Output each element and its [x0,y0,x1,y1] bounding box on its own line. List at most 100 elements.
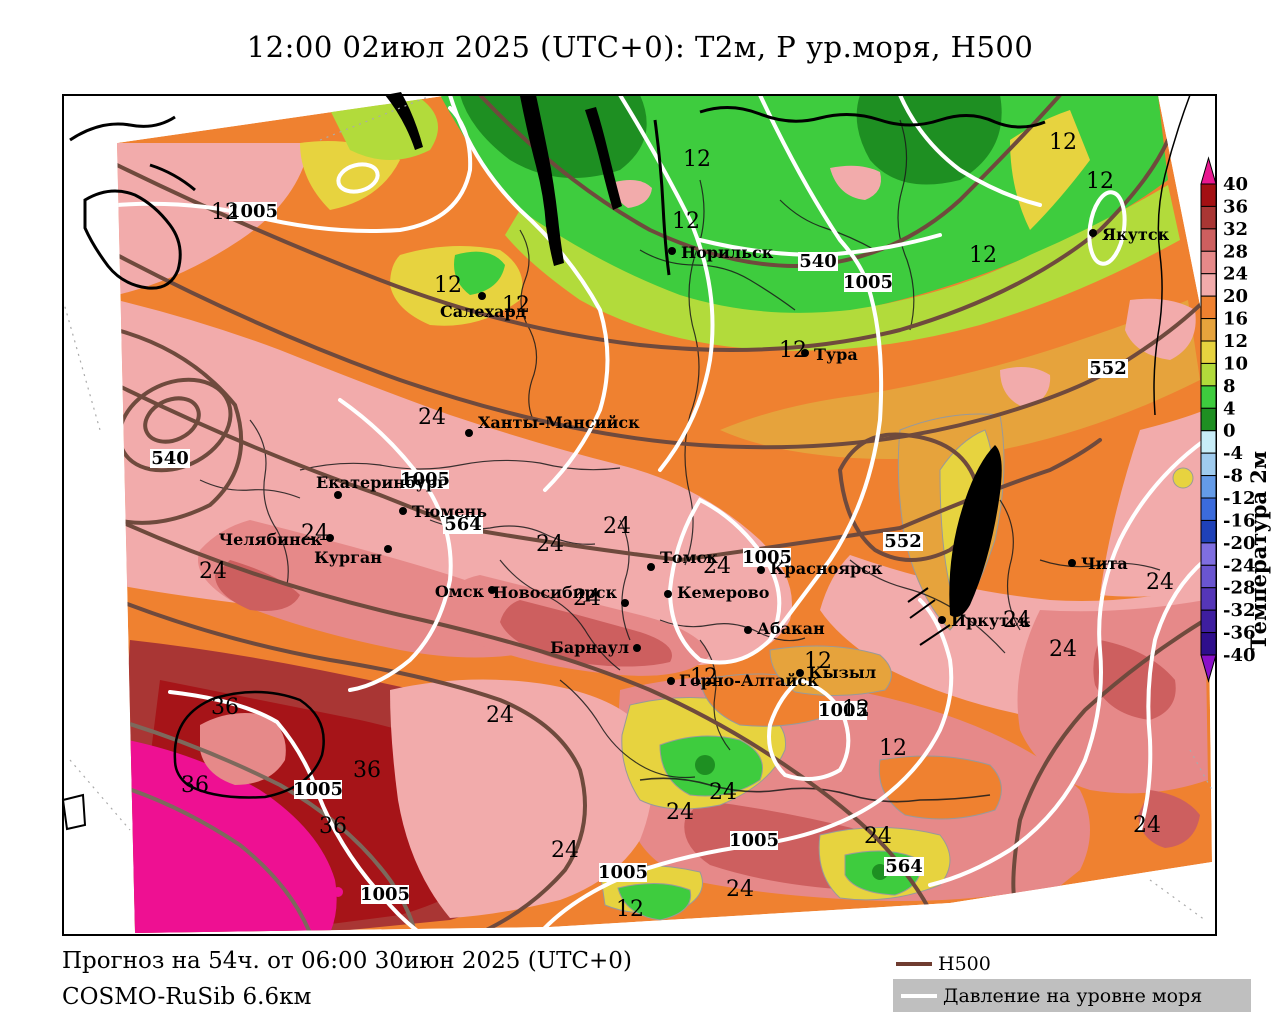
colorbar-tick-label: -28 [1223,578,1256,599]
pressure-line-sample [901,993,937,998]
temperature-label: 24 [666,800,694,825]
temperature-label: 24 [486,703,514,728]
temperature-label: 24 [709,780,737,805]
temperature-label: 12 [879,736,907,761]
city-label: Курган [314,548,382,567]
colorbar-block [1200,497,1217,521]
h500-label: 552 [884,531,922,552]
contour-labels: 1005 1005 1005 1005 1005 1005 1005 1005 1005 540 5… [150,130,1174,922]
temperature-label: 24 [603,514,631,539]
city-label: Омск [435,582,485,601]
colorbar-tick-label: 4 [1223,398,1236,419]
legend-h500-label: H500 [938,953,991,975]
temperature-label: 24 [1146,570,1174,595]
city-label: Челябинск [219,530,323,549]
temperature-label: 36 [353,758,381,783]
h500-label: 564 [885,856,923,877]
colorbar-block [1200,250,1217,275]
city-label: Горно-Алтайск [679,671,819,690]
h500-label-box [798,252,838,271]
coastlines [61,92,1213,921]
city-dot [399,507,407,515]
city-dot [326,534,334,542]
colorbar-block [1200,430,1217,454]
temperature-label: 12 [502,293,530,318]
city-label: Салехард [440,302,527,321]
pressure-label: 1005 [400,469,450,490]
legend-pressure: Давление на уровне моря [893,979,1251,1012]
colorbar-block [1200,318,1217,342]
colorbar-tick-label: -24 [1223,555,1256,576]
h500-contours [117,95,1207,933]
temperature-label: 12 [434,273,462,298]
colorbar-tick-label: 0 [1223,421,1236,442]
city-dot [757,566,765,574]
temperature-label: 12 [1049,130,1077,155]
colorbar-block [1200,632,1217,656]
temperature-label: 24 [1003,608,1031,633]
city-label: Кызыл [808,663,876,682]
temperature-label: 24 [199,559,227,584]
temperature-label: 24 [418,405,446,430]
h500-label: 564 [444,514,482,535]
colorbar-tick-label: -8 [1223,466,1243,487]
city-dot [938,616,946,624]
colorbar-block [1200,609,1217,634]
temperature-label: 12 [211,200,239,225]
colorbar-block [1200,340,1217,364]
city-label: Чита [1081,554,1128,573]
temperature-label: 24 [726,877,754,902]
temperature-label: 24 [1049,637,1077,662]
temperature-label: 12 [690,665,718,690]
colorbar-block [1200,273,1217,297]
colorbar-tick-label: -12 [1223,488,1256,509]
colorbar-tick-label: -20 [1223,533,1256,554]
colorbar-block [1200,205,1217,230]
colorbar-block [1200,295,1217,320]
legend-pressure-label: Давление на уровне моря [943,984,1203,1007]
colorbar-tick-label: -4 [1223,443,1243,464]
city-label: Якутск [1102,225,1170,244]
temperature-label: 24 [536,532,564,557]
city-dot [744,626,752,634]
colorbar-block [1200,452,1217,477]
city-dot [647,563,655,571]
city-label: Тура [814,345,858,364]
colorbar-title: Температура 2м [1246,451,1271,650]
temperature-label: 36 [211,695,239,720]
colorbar-block [1200,183,1217,207]
h500-label-box [884,857,924,876]
city-label: Ханты-Мансийск [478,413,640,432]
colorbar-tick-label: 40 [1223,174,1248,195]
colorbar-block [1200,564,1217,589]
city-label: Новосибирск [493,583,618,602]
city-dot [668,247,676,255]
colorbar-block [1200,228,1217,252]
temperature-label: 36 [181,773,209,798]
temperature-color-scale: 403632282420161210840-4-8-12-16-20-24-28… [1200,156,1256,683]
h500-label-box [1088,359,1128,378]
temperature-label: 12 [969,243,997,268]
colorbar-tick-label: 12 [1223,331,1248,352]
colorbar-block [1200,407,1217,432]
city-label: Томск [660,548,718,567]
pressure-label-box [599,863,647,882]
legend-h500: H500 [896,953,991,975]
city-dot [664,590,672,598]
city-dot [1089,229,1097,237]
city-dot [633,644,641,652]
colorbar-tick-label: -16 [1223,510,1256,531]
colorbar-tick-label: 28 [1223,241,1248,262]
temperature-label: 24 [573,586,601,611]
city-dot [478,292,486,300]
city-label: Барнаул [550,638,629,657]
temperature-label: 12 [804,649,832,674]
city-label: Красноярск [770,559,883,578]
h500-label: 540 [799,251,837,272]
h500-label-box [883,532,923,551]
pressure-label: 1005 [843,272,893,293]
temperature-label: 24 [551,838,579,863]
colorbar-tick-label: 16 [1223,309,1248,330]
city-dot [465,429,473,437]
